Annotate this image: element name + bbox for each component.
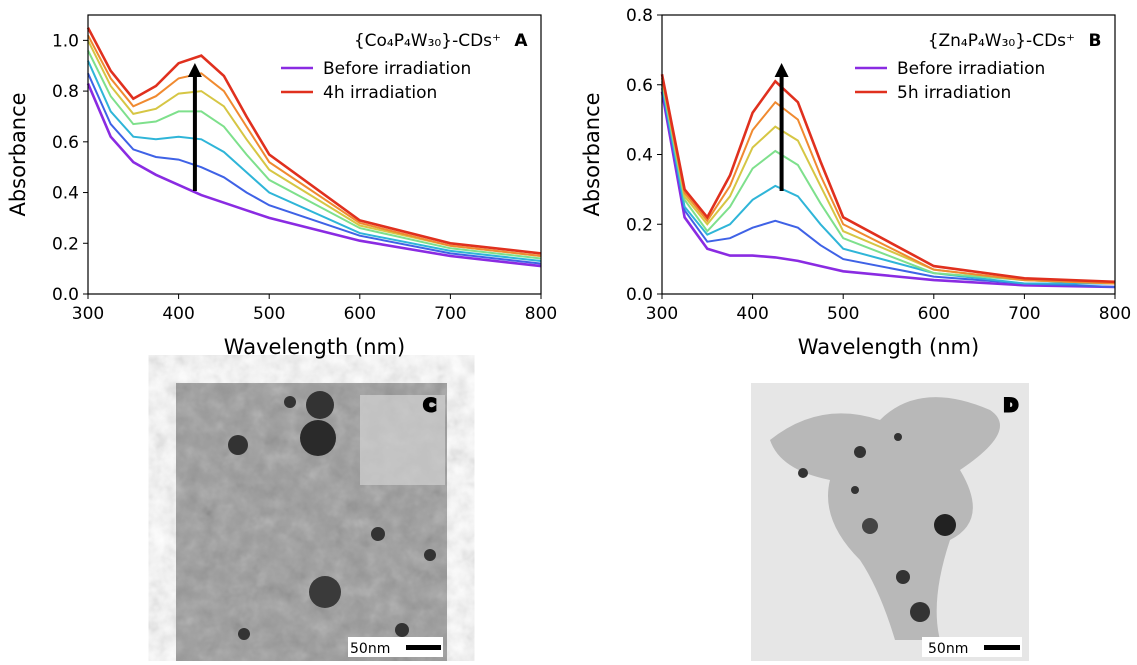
x-tick-label: 500 (827, 304, 859, 324)
chart: 300 400 500 600 700 800 0.0 0.2 0.4 0.6 0.8 1.0 Wave… (6, 14, 557, 359)
panel-label: A (514, 31, 528, 51)
y-tick-label: 0.4 (52, 184, 79, 204)
panel-label: B (1089, 31, 1102, 51)
line-series (87, 50, 542, 260)
line-series (87, 39, 542, 257)
line-series (661, 81, 1116, 285)
y-tick-label: 0.2 (52, 234, 79, 254)
y-tick-label: 0.6 (626, 76, 653, 96)
line-series (86, 82, 542, 268)
legend-label: 5h irradiation (897, 83, 1011, 103)
y-tick-label: 0.0 (626, 285, 653, 305)
line-series (87, 34, 542, 257)
line-series (87, 72, 542, 265)
y-tick-label: 0.0 (52, 285, 79, 305)
legend-label: Before irradiation (323, 59, 471, 79)
arrow-head (774, 63, 789, 77)
x-tick-label: 600 (344, 304, 376, 324)
y-tick-label: 0.4 (626, 146, 653, 166)
tem-image-c: C 50nm (176, 383, 447, 661)
legend-title: {Zn₄P₄W₃₀}-CDs⁺ (928, 31, 1075, 51)
y-tick-label: 1.0 (52, 31, 79, 51)
line-series (87, 60, 542, 262)
chart: 300 400 500 600 700 800 0.0 0.2 0.4 0.6 0.8 Wavelen… (580, 6, 1131, 359)
x-tick-label: 600 (918, 304, 950, 324)
line-series (661, 77, 1116, 285)
x-tick-label: 800 (1099, 304, 1131, 324)
scale-bar-label: 50nm (928, 641, 968, 657)
scale-bar-label: 50nm (350, 641, 390, 657)
legend-title: {Co₄P₄W₃₀}-CDs⁺ (354, 31, 501, 51)
x-axis-label: Wavelength (nm) (798, 335, 979, 359)
plot-frame (87, 14, 542, 295)
y-tick-label: 0.8 (52, 82, 79, 102)
line-series (661, 77, 1116, 285)
x-tick-label: 800 (525, 304, 557, 324)
line-series (86, 27, 542, 255)
panel-label: C (424, 396, 436, 416)
legend-label: 4h irradiation (323, 83, 437, 103)
plot-frame (661, 14, 1116, 295)
y-axis-label: Absorbance (580, 92, 604, 216)
x-tick-label: 700 (434, 304, 466, 324)
tem-image-d: D 50nm (751, 383, 1029, 661)
x-tick-label: 500 (253, 304, 285, 324)
legend-label: Before irradiation (897, 59, 1045, 79)
x-tick-label: 400 (736, 304, 768, 324)
y-tick-label: 0.6 (52, 133, 79, 153)
x-tick-label: 300 (72, 304, 104, 324)
x-tick-label: 700 (1008, 304, 1040, 324)
scale-bar (984, 645, 1020, 650)
x-tick-label: 400 (162, 304, 194, 324)
x-axis-label: Wavelength (nm) (224, 335, 405, 359)
y-tick-label: 0.8 (626, 6, 653, 26)
y-tick-label: 0.2 (626, 215, 653, 235)
line-series (661, 88, 1116, 288)
scale-bar (406, 645, 441, 650)
line-series (660, 74, 1116, 284)
y-axis-label: Absorbance (6, 92, 30, 216)
panel-label: D (1004, 396, 1018, 416)
line-series (660, 91, 1116, 289)
x-tick-label: 300 (646, 304, 678, 324)
arrow-head (187, 63, 202, 77)
